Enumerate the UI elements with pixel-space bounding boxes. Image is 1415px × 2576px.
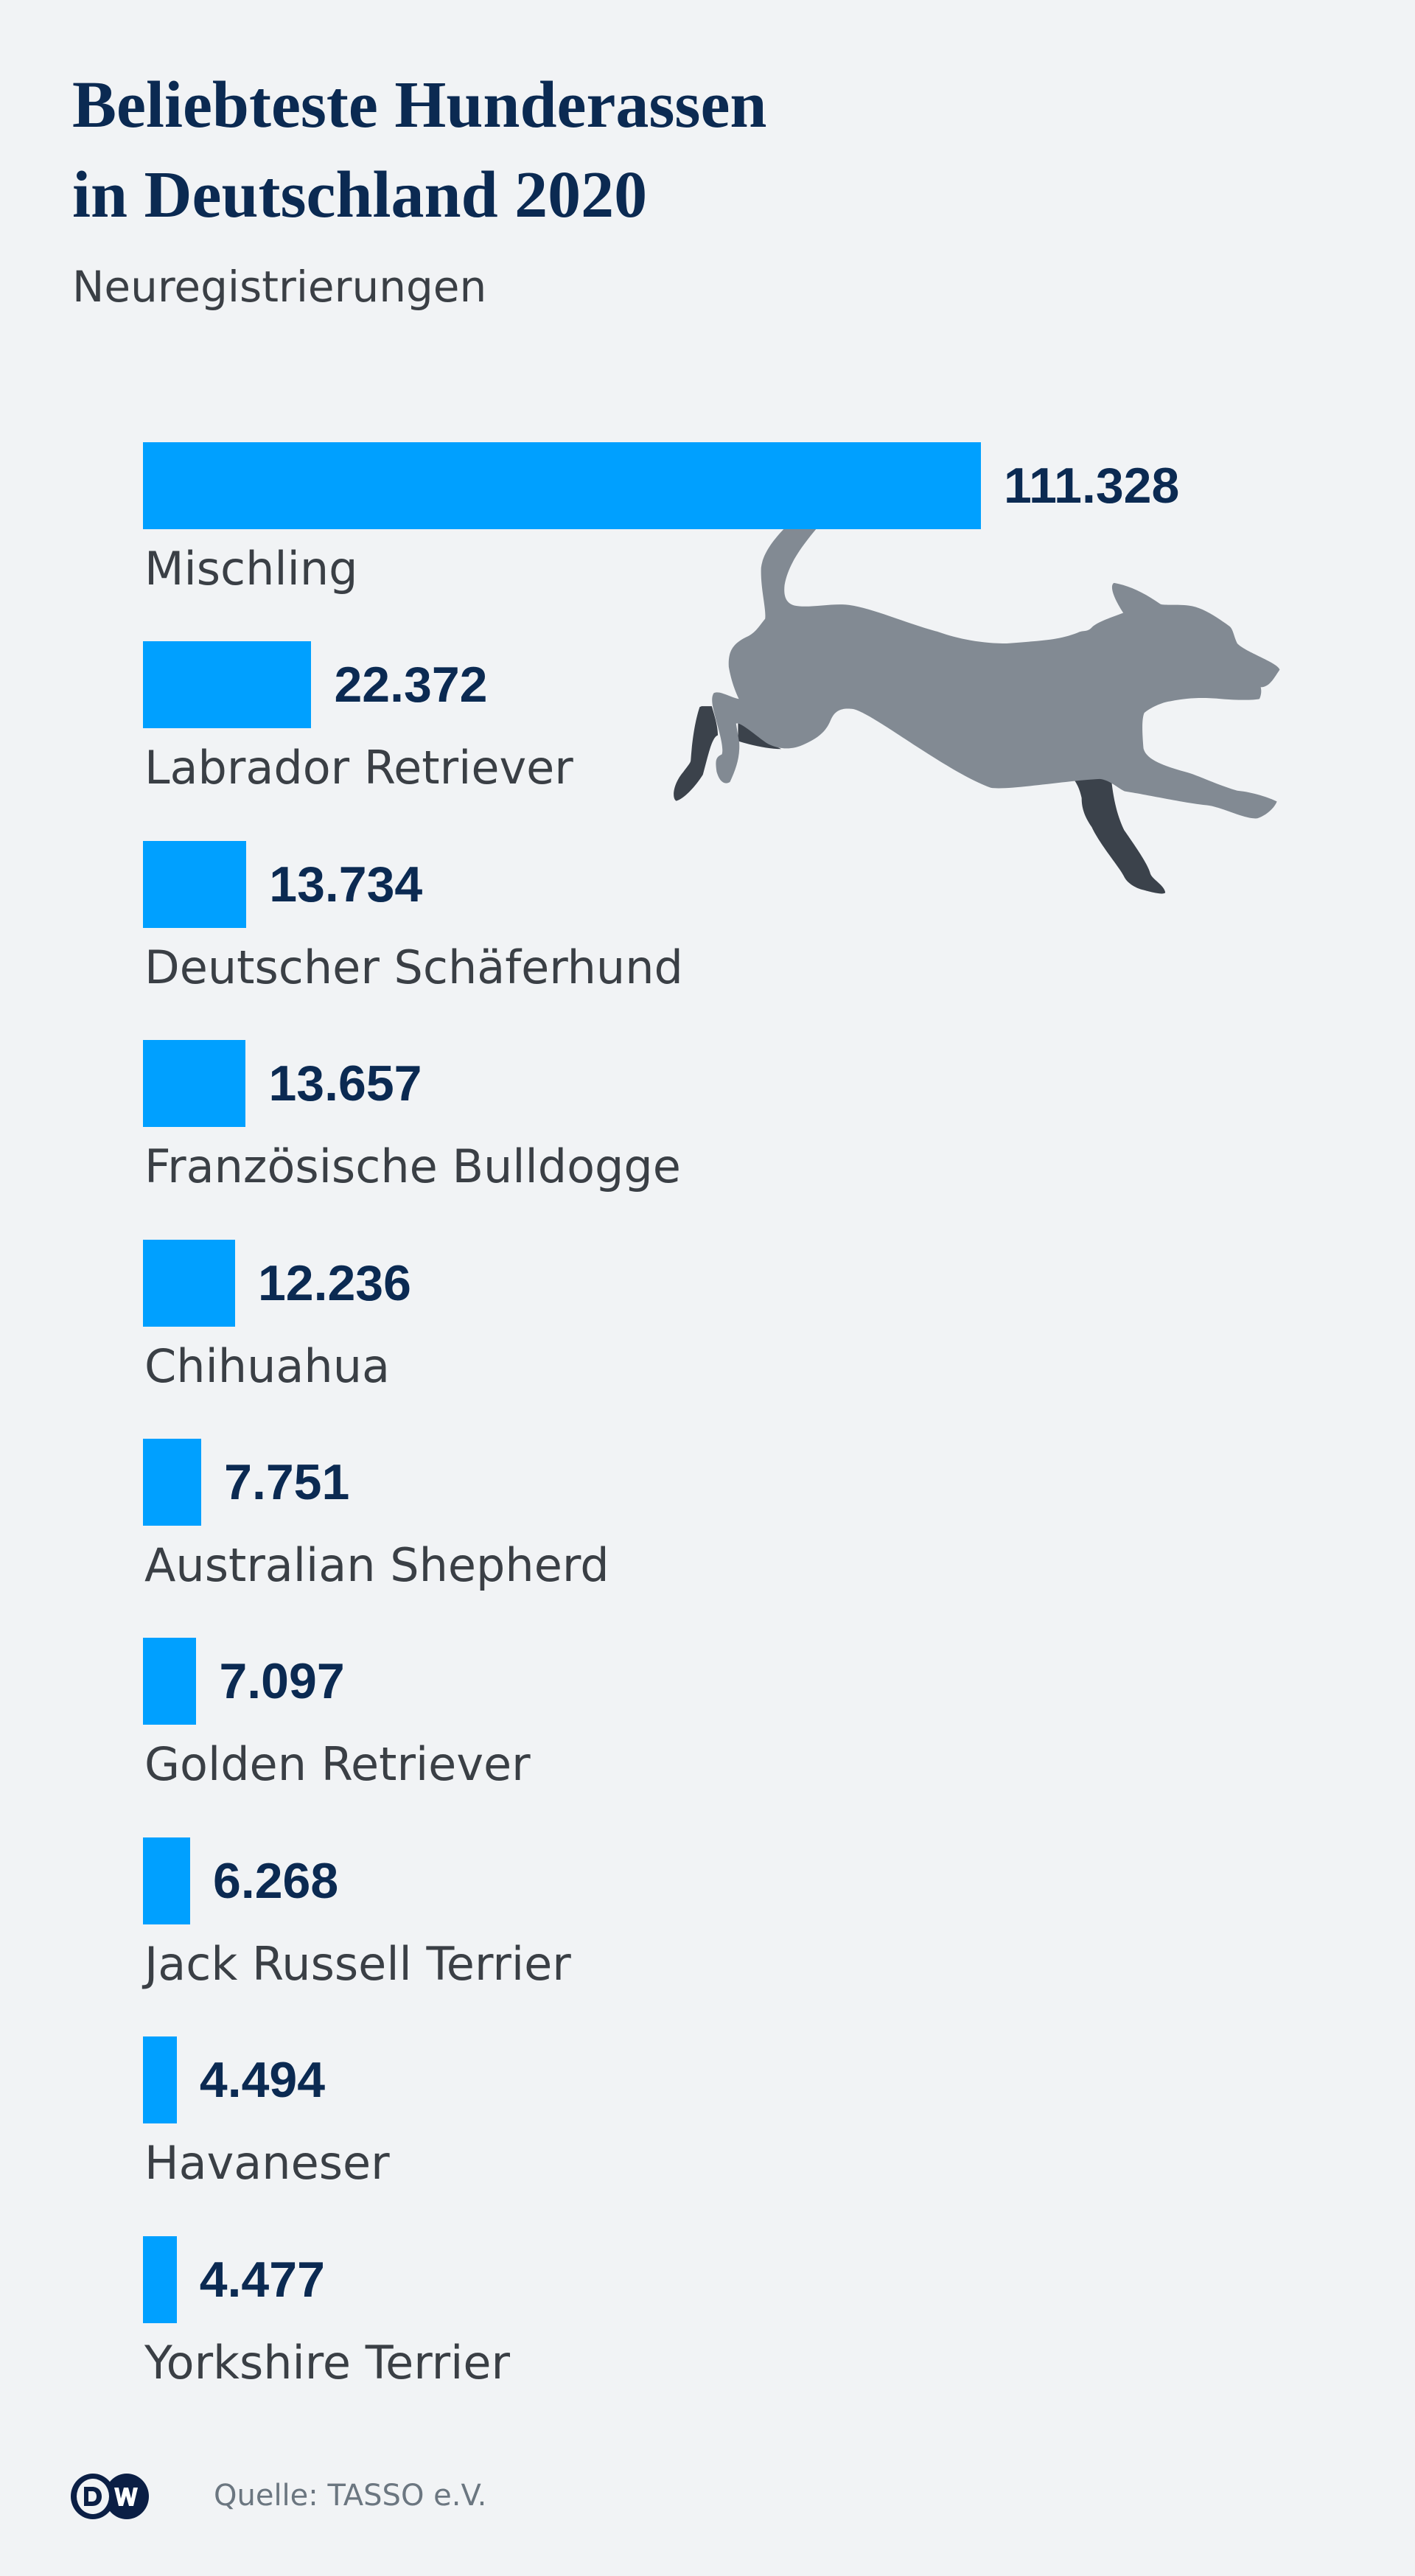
bar-row: 7.751 Australian Shepherd: [143, 1439, 1322, 1630]
category-label: Chihuahua: [144, 1338, 390, 1393]
category-label: Französische Bulldogge: [144, 1139, 681, 1194]
data-label: 12.236: [257, 1254, 411, 1311]
dog-rear-leg: [674, 706, 719, 801]
bar-row: 4.477 Yorkshire Terrier: [143, 2235, 1322, 2428]
chart-title: Beliebteste Hunderassen in Deutschland 20…: [72, 60, 766, 240]
data-label: 4.494: [199, 2052, 326, 2109]
bar-row: 13.657 Französische Bulldogge: [143, 1040, 1322, 1232]
data-label: 111.328: [1004, 458, 1180, 514]
running-dog-icon: [674, 482, 1280, 894]
bar: [143, 1439, 202, 1526]
bar: [143, 2036, 177, 2124]
bar-row: 111.328 Mischling: [143, 442, 1322, 634]
data-label: 7.097: [219, 1653, 345, 1710]
bar: [143, 1239, 235, 1327]
bar-row: 12.236 Chihuahua: [143, 1239, 1322, 1431]
bar: [143, 1040, 246, 1128]
bar: [143, 2235, 177, 2323]
bar-row: 13.734 Deutscher Schäferhund: [143, 840, 1322, 1033]
data-label: 13.657: [268, 1055, 422, 1112]
data-label: 13.734: [269, 856, 423, 912]
bar-row: 7.097 Golden Retriever: [143, 1638, 1322, 1829]
category-label: Golden Retriever: [144, 1737, 531, 1792]
category-label: Australian Shepherd: [144, 1538, 609, 1592]
dog-body: [712, 482, 1280, 819]
category-label: Havaneser: [144, 2136, 390, 2191]
bar: [143, 442, 981, 529]
title-line-2: in Deutschland 2020: [72, 158, 648, 231]
data-label: 22.372: [334, 657, 488, 713]
chart-subtitle: Neuregistrierungen: [72, 262, 487, 312]
bar-row: 4.494 Havaneser: [143, 2036, 1322, 2228]
category-label: Yorkshire Terrier: [144, 2335, 510, 2390]
dw-logo: [71, 2474, 149, 2519]
data-label: 7.751: [224, 1454, 350, 1510]
category-label: Deutscher Schäferhund: [144, 940, 683, 994]
bar: [143, 1837, 190, 1924]
source-note: Quelle: TASSO e.V.: [214, 2479, 487, 2513]
title-line-1: Beliebteste Hunderassen: [72, 69, 767, 142]
data-label: 6.268: [213, 1852, 339, 1909]
data-label: 4.477: [199, 2251, 325, 2308]
category-label: Jack Russell Terrier: [144, 1936, 571, 1991]
bar: [143, 840, 247, 928]
bar-row: 6.268 Jack Russell Terrier: [143, 1837, 1322, 2029]
bar-row: 22.372 Labrador Retriever: [143, 641, 1322, 833]
dog-front-leg: [1073, 777, 1166, 894]
category-label: Labrador Retriever: [144, 741, 573, 795]
bar: [143, 1638, 197, 1725]
bar: [143, 641, 312, 729]
category-label: Mischling: [144, 542, 358, 596]
